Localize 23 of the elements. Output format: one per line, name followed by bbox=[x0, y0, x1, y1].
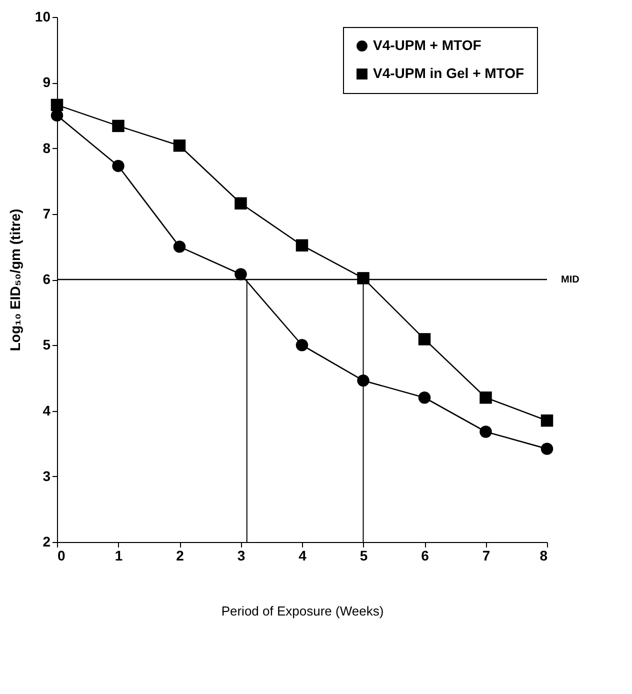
y-tick-label: 7 bbox=[42, 205, 51, 222]
x-tick-label: 3 bbox=[237, 548, 246, 564]
y-tick-label: 5 bbox=[42, 336, 51, 353]
legend-label: V4-UPM in Gel + MTOF bbox=[373, 65, 524, 81]
x-tick-label: 8 bbox=[540, 548, 548, 564]
x-tick-label: 2 bbox=[176, 548, 184, 564]
ref-line-label: MID bbox=[561, 274, 580, 286]
y-tick-label: 8 bbox=[42, 140, 51, 156]
y-tick-label: 2 bbox=[42, 534, 51, 550]
x-axis-title: Period of Exposure (Weeks) bbox=[221, 604, 384, 618]
y-tick-label: 10 bbox=[34, 8, 51, 24]
y-tick-label: 3 bbox=[42, 468, 51, 484]
x-tick-label: 5 bbox=[360, 548, 368, 564]
y-tick-label: 6 bbox=[42, 271, 51, 287]
y-tick-label: 4 bbox=[42, 402, 51, 418]
legend-label: V4-UPM + MTOF bbox=[373, 37, 482, 53]
x-tick-label: 4 bbox=[298, 548, 307, 564]
x-tick-label: 1 bbox=[114, 548, 123, 564]
x-tick-label: 7 bbox=[482, 548, 490, 564]
y-tick-label: 9 bbox=[42, 74, 51, 90]
x-tick-label: 0 bbox=[58, 548, 66, 564]
y-axis-title: Log₁₀ EID₅₀/gm (titre) bbox=[6, 208, 23, 352]
x-tick-label: 6 bbox=[421, 548, 430, 564]
